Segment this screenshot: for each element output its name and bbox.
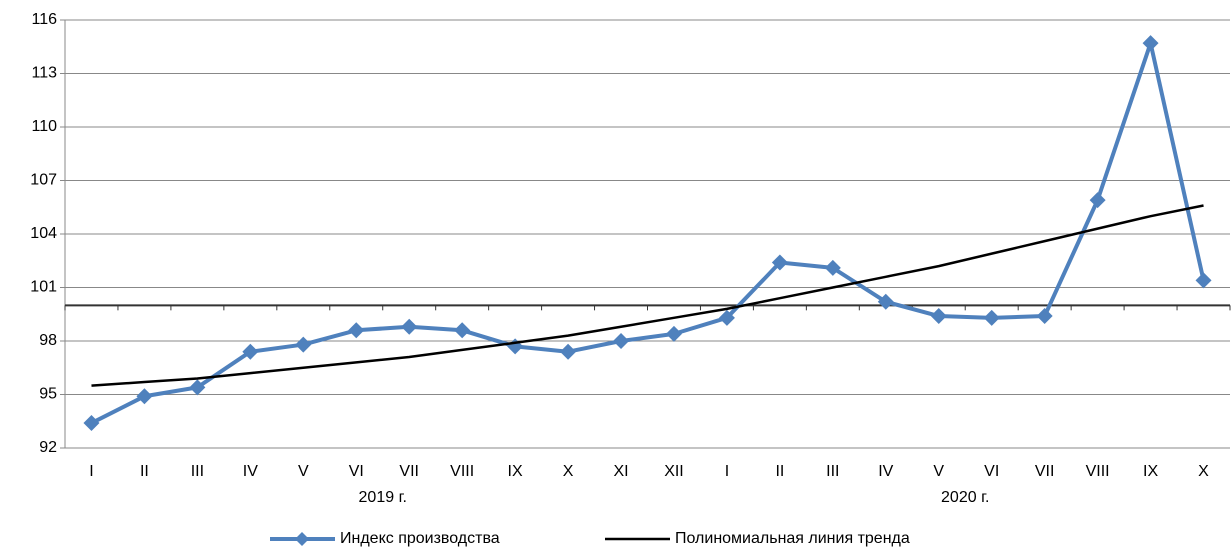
x-tick-label: IX (508, 463, 523, 480)
y-tick-label: 113 (31, 65, 57, 82)
x-tick-label: VII (399, 463, 419, 480)
point (136, 388, 153, 405)
x-tick-label: V (933, 463, 944, 480)
series-line (90, 41, 1206, 425)
x-tick-label: X (563, 463, 574, 480)
x-tick-label: I (89, 463, 93, 480)
point (718, 309, 735, 326)
legend-marker (295, 532, 309, 546)
x-tick-label: VIII (450, 463, 474, 480)
point (560, 343, 577, 360)
legend-label: Индекс производства (340, 530, 500, 547)
point (771, 254, 788, 271)
series-line (91, 204, 1204, 387)
x-tick-label: IX (1143, 463, 1158, 480)
point (454, 322, 471, 339)
x-tick-label: V (298, 463, 309, 480)
point (1036, 308, 1053, 325)
point (348, 322, 365, 339)
legend-label: Полиномиальная линия тренда (675, 530, 910, 547)
point (295, 336, 312, 353)
x-tick-label: IV (878, 463, 893, 480)
point (877, 293, 894, 310)
y-tick-label: 116 (31, 11, 57, 28)
point (1195, 272, 1212, 289)
point (983, 309, 1000, 326)
point (824, 259, 841, 276)
y-tick-label: 104 (30, 225, 57, 242)
point (242, 343, 259, 360)
x-tick-label: VII (1035, 463, 1055, 480)
x-tick-label: II (140, 463, 149, 480)
point (83, 415, 100, 432)
point (401, 318, 418, 335)
x-tick-label: VI (984, 463, 999, 480)
x-tick-label: VI (349, 463, 364, 480)
x-tick-label: XII (664, 463, 684, 480)
x-tick-label: I (725, 463, 729, 480)
x-tick-label: IV (243, 463, 258, 480)
point (189, 379, 206, 396)
point (665, 325, 682, 342)
y-tick-label: 107 (30, 172, 57, 189)
y-tick-label: 92 (39, 439, 57, 456)
y-tick-label: 101 (30, 279, 57, 296)
x-tick-label: III (826, 463, 839, 480)
x-tick-label: X (1198, 463, 1209, 480)
x-tick-label: VIII (1086, 463, 1110, 480)
y-tick-label: 110 (31, 118, 57, 135)
y-tick-label: 95 (39, 386, 57, 403)
x-tick-label: II (775, 463, 784, 480)
x-tick-label: III (191, 463, 204, 480)
group-label: 2020 г. (941, 489, 989, 506)
point (1142, 35, 1159, 52)
group-label: 2019 г. (359, 489, 407, 506)
point (1089, 192, 1106, 209)
x-tick-label: XI (613, 463, 628, 480)
y-tick-label: 98 (39, 332, 57, 349)
point (930, 308, 947, 325)
point (613, 333, 630, 349)
